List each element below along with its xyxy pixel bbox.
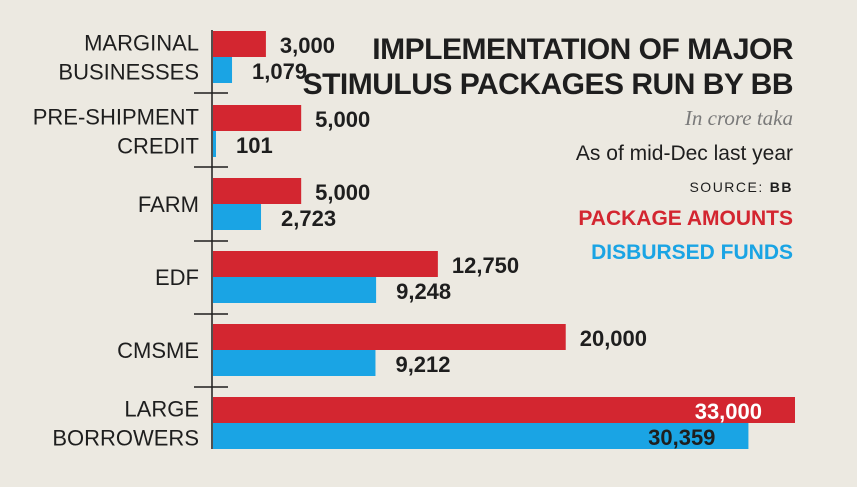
category-label-0-0: MARGINAL	[84, 31, 199, 56]
source-label: SOURCE: BB	[689, 179, 793, 195]
chart-title-line-2: STIMULUS PACKAGES RUN BY BB	[303, 68, 793, 101]
value-label-disbursed-5: 30,359	[648, 425, 715, 450]
source-prefix: SOURCE:	[689, 179, 763, 195]
bar-disbursed-1	[213, 131, 216, 157]
unit-label: In crore taka	[684, 106, 793, 130]
value-label-disbursed-1: 101	[236, 133, 273, 158]
category-label-3-0: EDF	[155, 265, 199, 290]
bar-package-2	[213, 178, 302, 204]
value-label-disbursed-3: 9,248	[396, 279, 451, 304]
bar-package-1	[213, 105, 302, 131]
bar-package-3	[213, 251, 438, 277]
value-label-disbursed-4: 9,212	[395, 352, 450, 377]
category-label-5-1: BORROWERS	[52, 426, 199, 451]
bar-package-4	[213, 324, 566, 350]
bars-group	[213, 31, 795, 449]
bar-disbursed-4	[213, 350, 376, 376]
as-of-label: As of mid-Dec last year	[576, 142, 793, 165]
bar-disbursed-5	[213, 423, 749, 449]
category-label-4-0: CMSME	[117, 338, 199, 363]
value-label-package-1: 5,000	[315, 107, 370, 132]
legend-package-amounts: PACKAGE AMOUNTS	[578, 207, 793, 230]
bar-disbursed-2	[213, 204, 262, 230]
value-label-package-2: 5,000	[315, 180, 370, 205]
category-label-2-0: FARM	[138, 192, 199, 217]
chart-title-line-1: IMPLEMENTATION OF MAJOR	[372, 33, 794, 66]
bar-package-5	[213, 397, 795, 423]
value-label-disbursed-0: 1,079	[252, 59, 307, 84]
bar-package-0	[213, 31, 266, 57]
legend-disbursed-funds: DISBURSED FUNDS	[591, 241, 793, 264]
category-label-0-1: BUSINESSES	[58, 60, 199, 85]
title-block: IMPLEMENTATION OF MAJOR STIMULUS PACKAGE…	[303, 33, 795, 264]
value-label-package-5: 33,000	[695, 399, 762, 424]
source-value: BB	[770, 179, 793, 195]
value-label-package-4: 20,000	[580, 326, 647, 351]
bar-disbursed-0	[213, 57, 233, 83]
value-label-disbursed-2: 2,723	[281, 206, 336, 231]
axis-group	[194, 30, 228, 449]
category-label-1-1: CREDIT	[117, 134, 199, 159]
category-label-5-0: LARGE	[124, 397, 199, 422]
value-label-package-3: 12,750	[452, 253, 519, 278]
value-label-package-0: 3,000	[280, 33, 335, 58]
category-label-1-0: PRE-SHIPMENT	[33, 105, 199, 130]
bar-disbursed-3	[213, 277, 377, 303]
